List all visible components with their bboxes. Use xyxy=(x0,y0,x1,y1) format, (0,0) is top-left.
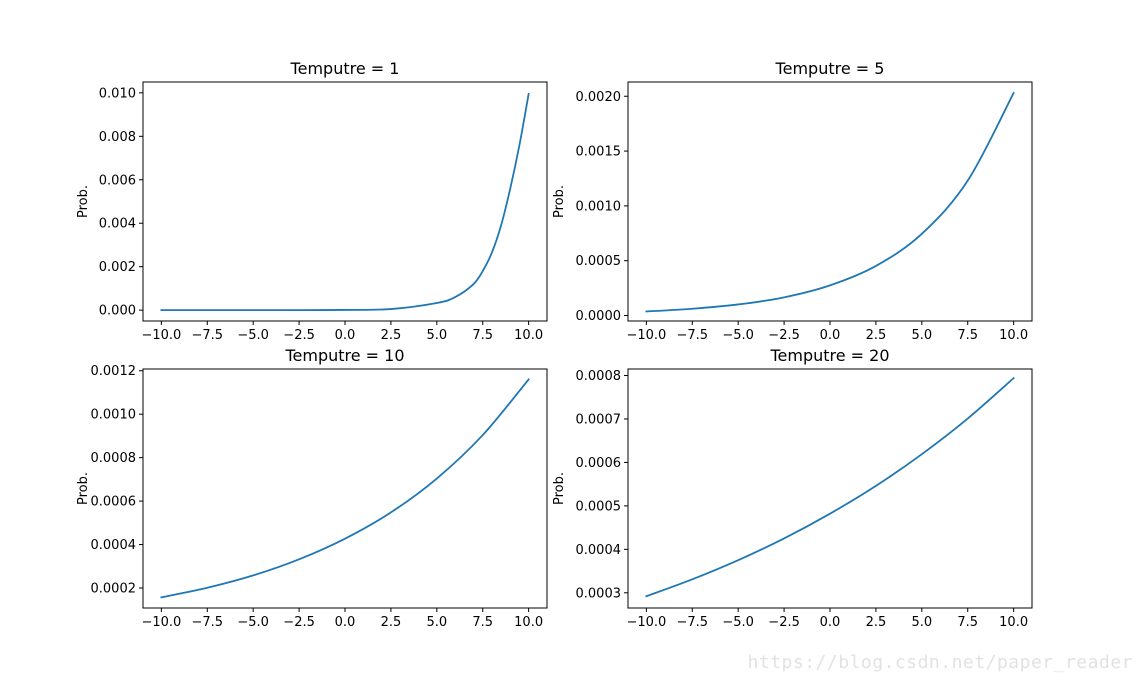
y-tick-label: 0.0008 xyxy=(91,451,137,466)
x-tick-label: 5.0 xyxy=(911,328,932,343)
y-tick-label: 0.010 xyxy=(99,86,136,101)
x-tick-label: −7.5 xyxy=(676,615,708,630)
y-tick-label: 0.0015 xyxy=(576,145,622,160)
x-tick-label: 7.5 xyxy=(957,615,978,630)
x-tick-label: 5.0 xyxy=(426,615,447,630)
x-tick-label: 10.0 xyxy=(999,615,1028,630)
x-tick-label: 10.0 xyxy=(514,615,543,630)
x-tick-label: −7.5 xyxy=(191,615,223,630)
x-tick-label: 0.0 xyxy=(820,615,841,630)
x-tick-label: −7.5 xyxy=(676,328,708,343)
x-tick-label: 5.0 xyxy=(911,615,932,630)
y-tick-label: 0.000 xyxy=(99,304,136,319)
x-tick-label: −5.0 xyxy=(237,328,269,343)
subplot-3: Temputre = 10 Prob. −10.0 −7.5 −5.0 −2.5 0.0 2.… xyxy=(76,346,548,630)
y-tick-label: 0.0020 xyxy=(576,90,622,105)
x-tick-label: 0.0 xyxy=(335,615,356,630)
x-tick-label: 7.5 xyxy=(472,615,493,630)
axes-frame xyxy=(142,81,548,322)
y-tick-label: 0.0010 xyxy=(91,408,137,423)
axes-frame xyxy=(142,368,548,609)
y-tick-label: 0.0005 xyxy=(576,254,622,269)
y-axis-label: Prob. xyxy=(552,185,567,218)
x-tick-label: 2.5 xyxy=(381,328,402,343)
x-tick-label: −10.0 xyxy=(626,615,666,630)
x-tick-label: 7.5 xyxy=(472,328,493,343)
x-tick-label: −5.0 xyxy=(237,615,269,630)
series-line xyxy=(160,378,530,599)
axes-frame xyxy=(627,368,1033,609)
x-tick-label: −2.5 xyxy=(283,615,315,630)
subplot-2: Temputre = 5 Prob. −10.0 −7.5 −5.0 −2.5 0.0 2.5… xyxy=(552,59,1033,343)
x-tick-label: 10.0 xyxy=(999,328,1028,343)
axes-frame xyxy=(627,81,1033,322)
y-tick-label: 0.0006 xyxy=(576,456,622,471)
chart-title: Temputre = 10 xyxy=(284,346,404,365)
y-tick-label: 0.0002 xyxy=(91,582,137,597)
x-tick-label: 7.5 xyxy=(957,328,978,343)
y-tick-label: 0.008 xyxy=(99,130,136,145)
y-tick-label: 0.0007 xyxy=(576,412,622,427)
y-tick-label: 0.006 xyxy=(99,173,136,188)
x-tick-label: −5.0 xyxy=(722,615,754,630)
x-tick-label: −2.5 xyxy=(768,615,800,630)
y-tick-label: 0.0004 xyxy=(576,543,622,558)
x-tick-label: −10.0 xyxy=(626,328,666,343)
y-tick-label: 0.0010 xyxy=(576,199,622,214)
x-tick-label: −2.5 xyxy=(768,328,800,343)
y-axis-label: Prob. xyxy=(76,472,91,505)
x-tick-label: 2.5 xyxy=(866,328,887,343)
series-line xyxy=(160,92,530,312)
series-line xyxy=(645,376,1015,598)
y-tick-label: 0.0003 xyxy=(576,586,622,601)
y-tick-label: 0.004 xyxy=(99,217,136,232)
y-tick-label: 0.0005 xyxy=(576,499,622,514)
x-tick-label: −10.0 xyxy=(141,328,181,343)
subplot-1: Temputre = 1 Prob. −10.0 −7.5 −5.0 −2.5 0.0 2.5… xyxy=(76,59,548,343)
x-tick-label: 0.0 xyxy=(335,328,356,343)
x-tick-label: 5.0 xyxy=(426,328,447,343)
y-tick-label: 0.0008 xyxy=(576,369,622,384)
series-line xyxy=(645,91,1015,313)
y-tick-label: 0.0006 xyxy=(91,495,137,510)
x-tick-label: −5.0 xyxy=(722,328,754,343)
x-tick-label: 2.5 xyxy=(866,615,887,630)
chart-title: Temputre = 20 xyxy=(769,346,889,365)
x-tick-label: 0.0 xyxy=(820,328,841,343)
chart-title: Temputre = 1 xyxy=(290,59,400,78)
y-tick-label: 0.0012 xyxy=(91,364,137,379)
y-tick-label: 0.0004 xyxy=(91,538,137,553)
chart-title: Temputre = 5 xyxy=(775,59,885,78)
y-tick-label: 0.002 xyxy=(99,260,136,275)
subplot-4: Temputre = 20 Prob. −10.0 −7.5 −5.0 −2.5 0.0 2.… xyxy=(552,346,1033,630)
x-tick-label: −2.5 xyxy=(283,328,315,343)
x-tick-label: −7.5 xyxy=(191,328,223,343)
x-tick-label: 2.5 xyxy=(381,615,402,630)
x-tick-label: −10.0 xyxy=(141,615,181,630)
y-tick-label: 0.0000 xyxy=(576,309,622,324)
x-tick-label: 10.0 xyxy=(514,328,543,343)
y-axis-label: Prob. xyxy=(552,472,567,505)
watermark-text: https://blog.csdn.net/paper_reader xyxy=(747,652,1133,673)
y-axis-label: Prob. xyxy=(76,185,91,218)
